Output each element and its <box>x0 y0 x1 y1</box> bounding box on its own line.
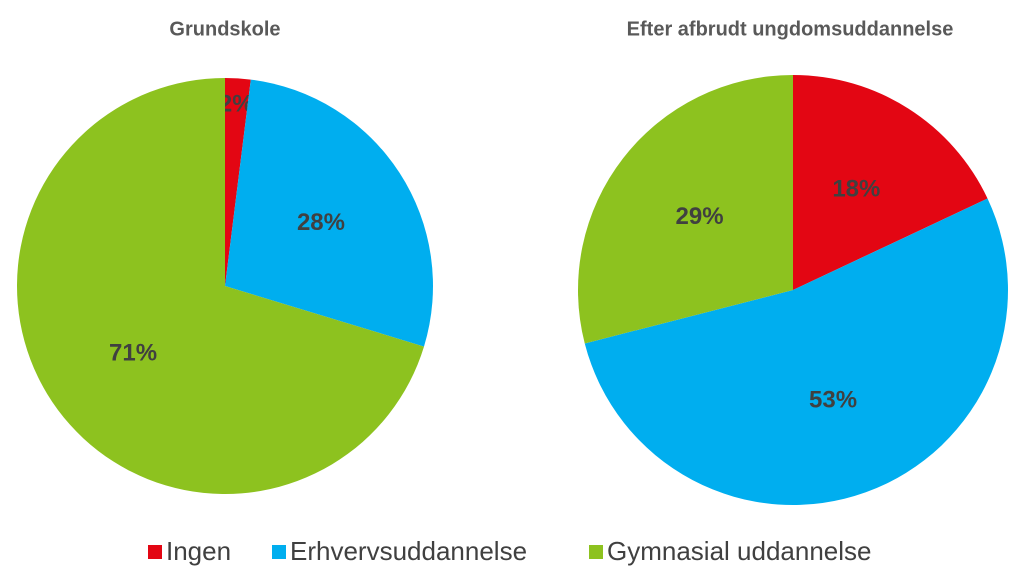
pie-slice <box>17 78 424 494</box>
legend-label: Ingen <box>166 536 231 566</box>
pie-slice <box>225 79 434 347</box>
legend-label: Gymnasial uddannelse <box>607 536 872 566</box>
data-label: 28% <box>297 209 345 236</box>
data-label: 53% <box>809 387 857 414</box>
legend-swatch <box>148 545 162 559</box>
data-label: 29% <box>676 203 724 230</box>
chart-title: Grundskole <box>169 18 280 40</box>
legend-swatch <box>272 545 286 559</box>
legend-label: Erhvervsuddannelse <box>290 536 527 566</box>
legend-swatch <box>589 545 603 559</box>
pie-slice <box>793 75 988 290</box>
data-label: 71% <box>109 339 157 366</box>
pie-slice <box>578 75 793 344</box>
data-label: 18% <box>832 176 880 203</box>
pie-slice <box>225 78 251 286</box>
pie-slice <box>584 198 1008 505</box>
chart-title: Efter afbrudt ungdomsuddannelse <box>627 18 954 40</box>
